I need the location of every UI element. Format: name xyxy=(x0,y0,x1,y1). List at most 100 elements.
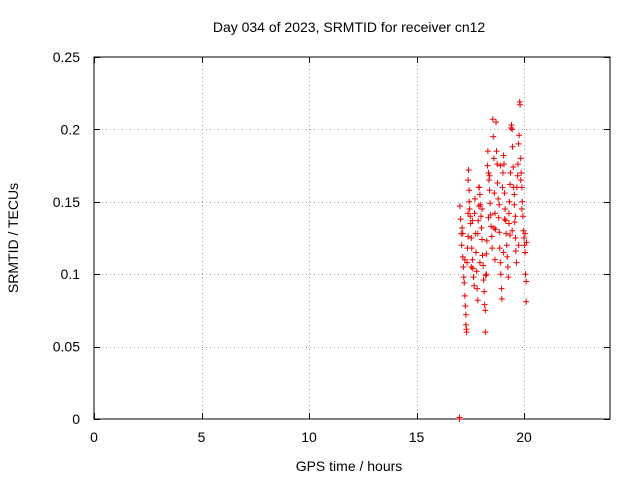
data-point xyxy=(523,278,530,285)
data-point xyxy=(471,282,478,289)
data-point xyxy=(459,230,466,237)
data-point xyxy=(522,249,529,256)
data-point xyxy=(495,195,502,202)
data-point xyxy=(483,250,490,257)
data-point xyxy=(456,203,463,210)
data-point xyxy=(513,259,520,266)
data-point xyxy=(499,184,506,191)
data-point xyxy=(469,256,476,263)
data-point xyxy=(518,184,525,191)
data-point xyxy=(489,116,496,123)
data-point xyxy=(488,223,495,230)
data-point xyxy=(511,191,518,198)
data-point xyxy=(517,155,524,162)
data-point xyxy=(474,285,481,292)
data-point xyxy=(502,217,509,224)
data-point xyxy=(505,274,512,281)
data-point xyxy=(501,190,508,197)
data-point xyxy=(461,292,468,299)
data-point xyxy=(519,198,526,205)
data-point xyxy=(475,203,482,210)
data-point xyxy=(511,219,518,226)
y-tick-label: 0.2 xyxy=(61,121,81,137)
data-point xyxy=(515,242,522,249)
data-point xyxy=(508,122,515,129)
data-point xyxy=(465,177,472,184)
data-point xyxy=(510,164,517,171)
data-point xyxy=(466,198,473,205)
data-point xyxy=(468,263,475,270)
data-point xyxy=(473,268,480,275)
data-point xyxy=(514,172,521,179)
data-point xyxy=(483,271,490,278)
data-point xyxy=(501,216,508,223)
data-point xyxy=(479,206,486,213)
data-point xyxy=(478,224,485,231)
data-point xyxy=(504,253,511,260)
data-point xyxy=(468,245,475,252)
x-tick-label: 15 xyxy=(409,429,425,445)
data-point xyxy=(476,259,483,266)
data-point xyxy=(486,187,493,194)
data-point xyxy=(512,248,519,255)
y-tick-labels: 0 0.05 0.1 0.15 0.2 0.25 xyxy=(53,49,80,427)
data-point xyxy=(474,297,481,304)
data-point xyxy=(484,162,491,169)
data-point xyxy=(479,236,486,243)
data-point xyxy=(466,187,473,194)
grid xyxy=(94,57,610,419)
data-point xyxy=(483,237,490,244)
data-point xyxy=(518,169,525,176)
data-point xyxy=(523,298,530,305)
data-point xyxy=(515,140,522,147)
data-point xyxy=(471,195,478,202)
data-point xyxy=(462,311,469,318)
plot-frame xyxy=(93,56,611,420)
y-tick-label: 0.1 xyxy=(61,266,81,282)
data-point xyxy=(466,206,473,213)
chart-title: Day 034 of 2023, SRMTID for receiver cn1… xyxy=(213,19,486,35)
data-point xyxy=(492,226,499,233)
data-point xyxy=(507,169,514,176)
data-point xyxy=(523,239,530,246)
data-point xyxy=(485,214,492,221)
data-point xyxy=(519,213,526,220)
data-point xyxy=(469,265,476,272)
data-point xyxy=(482,307,489,314)
data-point xyxy=(488,233,495,240)
data-point xyxy=(497,271,504,278)
x-tick-label: 0 xyxy=(90,429,98,445)
data-point xyxy=(500,152,507,159)
x-tick-label: 10 xyxy=(301,429,317,445)
data-point xyxy=(459,224,466,231)
data-point xyxy=(522,230,529,237)
data-point xyxy=(514,161,521,168)
data-point xyxy=(517,177,524,184)
data-point xyxy=(500,249,507,256)
data-point xyxy=(505,210,512,217)
data-point xyxy=(496,229,503,236)
data-point xyxy=(506,198,513,205)
y-tick-label: 0.15 xyxy=(53,194,80,210)
data-point xyxy=(512,235,519,241)
data-point xyxy=(480,262,487,269)
data-point xyxy=(489,245,496,252)
data-point xyxy=(460,274,467,281)
data-point xyxy=(479,252,486,259)
data-point xyxy=(461,279,468,286)
y-axis-label: SRMTID / TECUs xyxy=(5,183,21,293)
data-point xyxy=(461,256,468,263)
data-point xyxy=(473,249,480,256)
data-point xyxy=(465,210,472,217)
data-point xyxy=(507,232,514,239)
data-point xyxy=(465,233,472,240)
y-tick-label: 0.05 xyxy=(53,339,80,355)
data-point xyxy=(463,329,470,336)
y-tick-label: 0.25 xyxy=(53,49,80,65)
data-point xyxy=(471,210,478,217)
data-point xyxy=(475,184,482,191)
data-point xyxy=(456,414,463,421)
data-point xyxy=(503,230,510,237)
axis-ticks xyxy=(94,57,610,420)
data-point xyxy=(485,177,492,184)
